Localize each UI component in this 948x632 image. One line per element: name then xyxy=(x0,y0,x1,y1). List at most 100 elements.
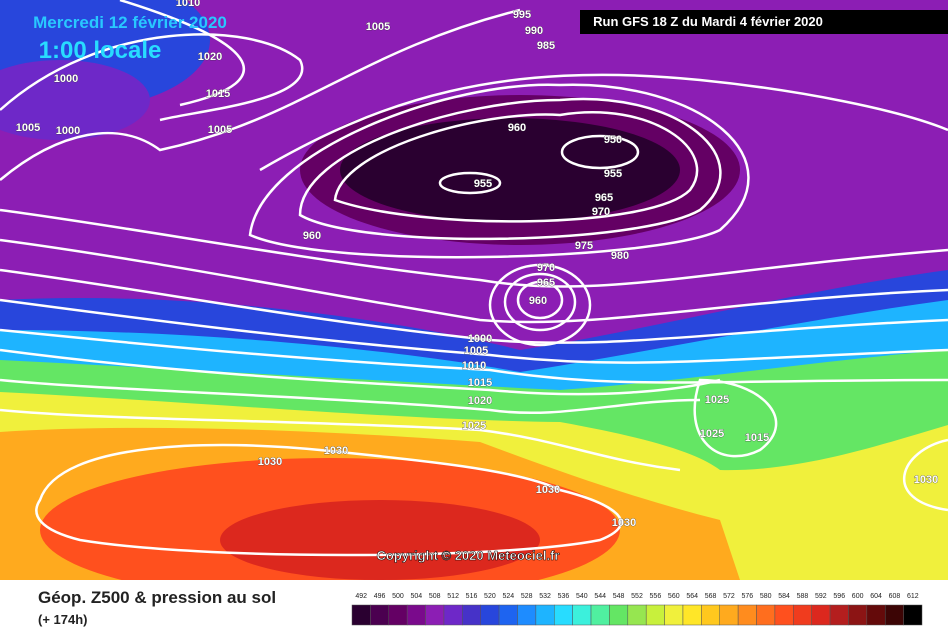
scale-label: 560 xyxy=(668,593,680,600)
isobar-label: 1025 xyxy=(700,428,724,440)
run-box xyxy=(580,10,948,34)
scale-swatch xyxy=(719,604,739,626)
isobar xyxy=(903,438,948,512)
color-scale: 492 496 500 504 508 512 516 520 524 528 532 536 540 5… xyxy=(351,593,923,626)
isobar-label: 980 xyxy=(611,250,629,262)
isobar-label: 1030 xyxy=(324,445,348,457)
isobar-label: 1005 xyxy=(366,21,390,33)
scale-label: 512 xyxy=(447,593,459,600)
forecast-time: 1:00 locale xyxy=(39,37,162,64)
legend-subtitle: (+ 174h) xyxy=(38,612,88,627)
scale-swatch xyxy=(756,604,776,626)
scale-swatch xyxy=(884,604,904,626)
scale-label: 564 xyxy=(686,593,698,600)
scale-label: 568 xyxy=(705,593,717,600)
scale-swatch xyxy=(535,604,555,626)
field-band xyxy=(220,500,540,580)
isobar-label: 975 xyxy=(575,240,593,252)
isobar-label: 1005 xyxy=(464,345,488,357)
scale-label: 516 xyxy=(466,593,478,600)
isobar xyxy=(560,134,640,170)
scale-swatch xyxy=(498,604,518,626)
isobar-label: 965 xyxy=(595,192,613,204)
scale-swatch xyxy=(406,604,426,626)
run-info: Run GFS 18 Z du Mardi 4 février 2020 xyxy=(593,14,823,29)
scale-label: 612 xyxy=(907,593,919,600)
isobar xyxy=(488,263,592,347)
isobar-label: 1030 xyxy=(536,484,560,496)
scale-label: 580 xyxy=(760,593,772,600)
scale-label: 504 xyxy=(411,593,423,600)
scale-label: 520 xyxy=(484,593,496,600)
scale-label: 576 xyxy=(741,593,753,600)
scale-swatch xyxy=(848,604,868,626)
isobar xyxy=(693,378,778,458)
scale-swatch xyxy=(645,604,665,626)
isobar xyxy=(259,73,948,172)
isobar-label: 950 xyxy=(604,134,622,146)
isobar-label: 955 xyxy=(604,168,622,180)
isobar xyxy=(0,208,948,288)
isobar-label: 1015 xyxy=(468,377,492,389)
scale-label: 536 xyxy=(558,593,570,600)
scale-swatch xyxy=(903,604,923,626)
isobar-label: 1020 xyxy=(198,51,222,63)
scale-swatch xyxy=(829,604,849,626)
isobar-label: 970 xyxy=(592,206,610,218)
scale-swatch xyxy=(774,604,794,626)
scale-swatch xyxy=(425,604,445,626)
isobar-label: 990 xyxy=(525,25,543,37)
isobar-label: 1015 xyxy=(745,432,769,444)
scale-swatch xyxy=(480,604,500,626)
scale-label: 528 xyxy=(521,593,533,600)
scale-label: 556 xyxy=(650,593,662,600)
isobar-label: 1010 xyxy=(462,360,486,372)
isobar-label: 970 xyxy=(537,262,555,274)
isobar-label: 985 xyxy=(537,40,555,52)
isobar-label: 1000 xyxy=(54,73,78,85)
isobar-label: 1000 xyxy=(468,333,492,345)
isobar xyxy=(503,272,577,332)
isobar xyxy=(438,171,502,195)
isobar xyxy=(0,298,948,364)
scale-label: 572 xyxy=(723,593,735,600)
scale-label: 604 xyxy=(870,593,882,600)
isobar xyxy=(0,8,521,181)
isobar-label: 1030 xyxy=(914,474,938,486)
scale-swatch xyxy=(590,604,610,626)
scale-label: 492 xyxy=(355,593,367,600)
scale-label: 588 xyxy=(797,593,809,600)
legend-title: Géop. Z500 & pression au sol xyxy=(38,588,276,607)
field-band xyxy=(340,118,680,222)
isobar xyxy=(516,280,564,320)
scale-label: 584 xyxy=(778,593,790,600)
isobar xyxy=(0,348,721,396)
scale-swatch xyxy=(609,604,629,626)
isobar-label: 1030 xyxy=(258,456,282,468)
isobar-label: 1030 xyxy=(612,517,636,529)
scale-swatch xyxy=(443,604,463,626)
isobar xyxy=(119,0,246,107)
isobar-label: 1005 xyxy=(208,124,232,136)
scale-label: 592 xyxy=(815,593,827,600)
forecast-date: Mercredi 12 février 2020 xyxy=(33,13,227,32)
isobar-label: 1025 xyxy=(705,394,729,406)
scale-label: 508 xyxy=(429,593,441,600)
scale-swatch xyxy=(682,604,702,626)
scale-label: 544 xyxy=(594,593,606,600)
scale-swatch xyxy=(664,604,684,626)
isobar-label: 995 xyxy=(513,9,531,21)
scale-swatch xyxy=(737,604,757,626)
isobar xyxy=(298,97,722,241)
isobar-label: 1005 xyxy=(16,122,40,134)
isobar-label: 960 xyxy=(508,122,526,134)
scale-swatch xyxy=(462,604,481,626)
isobar xyxy=(0,268,948,344)
scale-label: 496 xyxy=(374,593,386,600)
scale-swatch xyxy=(627,604,647,626)
isobar xyxy=(0,328,948,384)
isobar xyxy=(35,443,623,557)
scale-label: 600 xyxy=(852,593,864,600)
